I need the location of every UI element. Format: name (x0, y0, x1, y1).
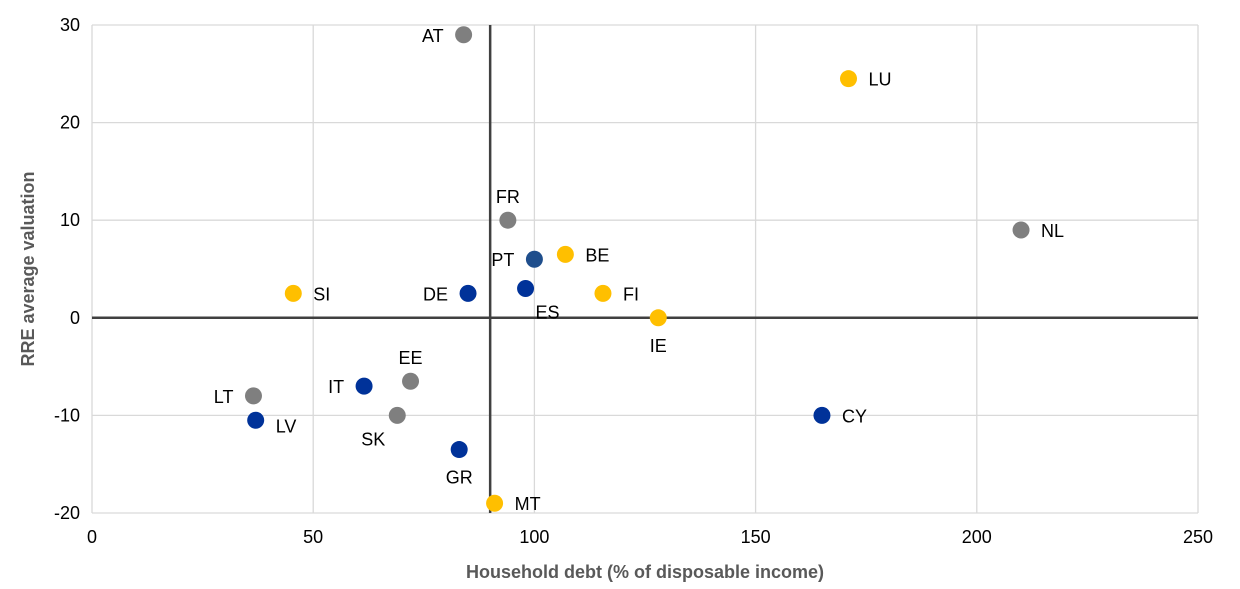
y-tick-label: 20 (60, 113, 80, 133)
point-pt (525, 250, 543, 268)
data-points (244, 26, 1030, 512)
reference-lines (92, 25, 1198, 513)
point-at (455, 26, 473, 44)
point-label-sk: SK (361, 429, 385, 449)
y-tick-label: 30 (60, 15, 80, 35)
point-de (459, 284, 477, 302)
point-cy (813, 406, 831, 424)
x-tick-label: 100 (519, 527, 549, 547)
point-lu (840, 70, 858, 88)
point-label-at: AT (422, 26, 444, 46)
point-mt (486, 494, 504, 512)
point-sk (388, 406, 406, 424)
y-tick-label: 10 (60, 210, 80, 230)
x-tick-label: 150 (741, 527, 771, 547)
point-be (556, 245, 574, 263)
point-label-pt: PT (491, 250, 514, 270)
point-label-lv: LV (276, 416, 297, 436)
tick-labels: 0 50 100 150 200 250 -20 -10 0 10 20 30 (54, 15, 1213, 547)
point-ee (402, 372, 420, 390)
point-labels: AT LU FR NL PT BE SI DE ES FI IE EE IT LT SK LV CY GR MT (214, 26, 1064, 514)
point-label-it: IT (328, 377, 344, 397)
point-label-be: BE (585, 245, 609, 265)
x-axis-title: Household debt (% of disposable income) (466, 562, 824, 582)
point-label-ee: EE (399, 348, 423, 368)
point-ie (649, 309, 667, 327)
point-nl (1012, 221, 1030, 239)
point-label-cy: CY (842, 406, 867, 426)
point-label-ie: IE (650, 336, 667, 356)
point-label-si: SI (313, 284, 330, 304)
point-label-fi: FI (623, 284, 639, 304)
point-label-lu: LU (869, 70, 892, 90)
point-label-fr: FR (496, 187, 520, 207)
y-axis-title: RRE average valuation (18, 171, 38, 366)
point-lv (247, 411, 265, 429)
point-si (284, 284, 302, 302)
point-label-nl: NL (1041, 221, 1064, 241)
gridlines (91, 24, 1199, 514)
point-it (355, 377, 373, 395)
point-label-de: DE (423, 284, 448, 304)
y-tick-label: -20 (54, 503, 80, 523)
point-label-mt: MT (515, 494, 541, 514)
y-tick-label: 0 (70, 308, 80, 328)
point-label-lt: LT (214, 387, 234, 407)
point-lt (244, 387, 262, 405)
point-label-gr: GR (446, 468, 473, 488)
x-tick-label: 250 (1183, 527, 1213, 547)
point-es (517, 280, 535, 298)
point-fr (499, 211, 517, 229)
point-gr (450, 441, 468, 459)
x-tick-label: 0 (87, 527, 97, 547)
x-tick-label: 50 (303, 527, 323, 547)
x-tick-label: 200 (962, 527, 992, 547)
point-label-es: ES (536, 303, 560, 323)
point-fi (594, 284, 612, 302)
y-tick-label: -10 (54, 405, 80, 425)
